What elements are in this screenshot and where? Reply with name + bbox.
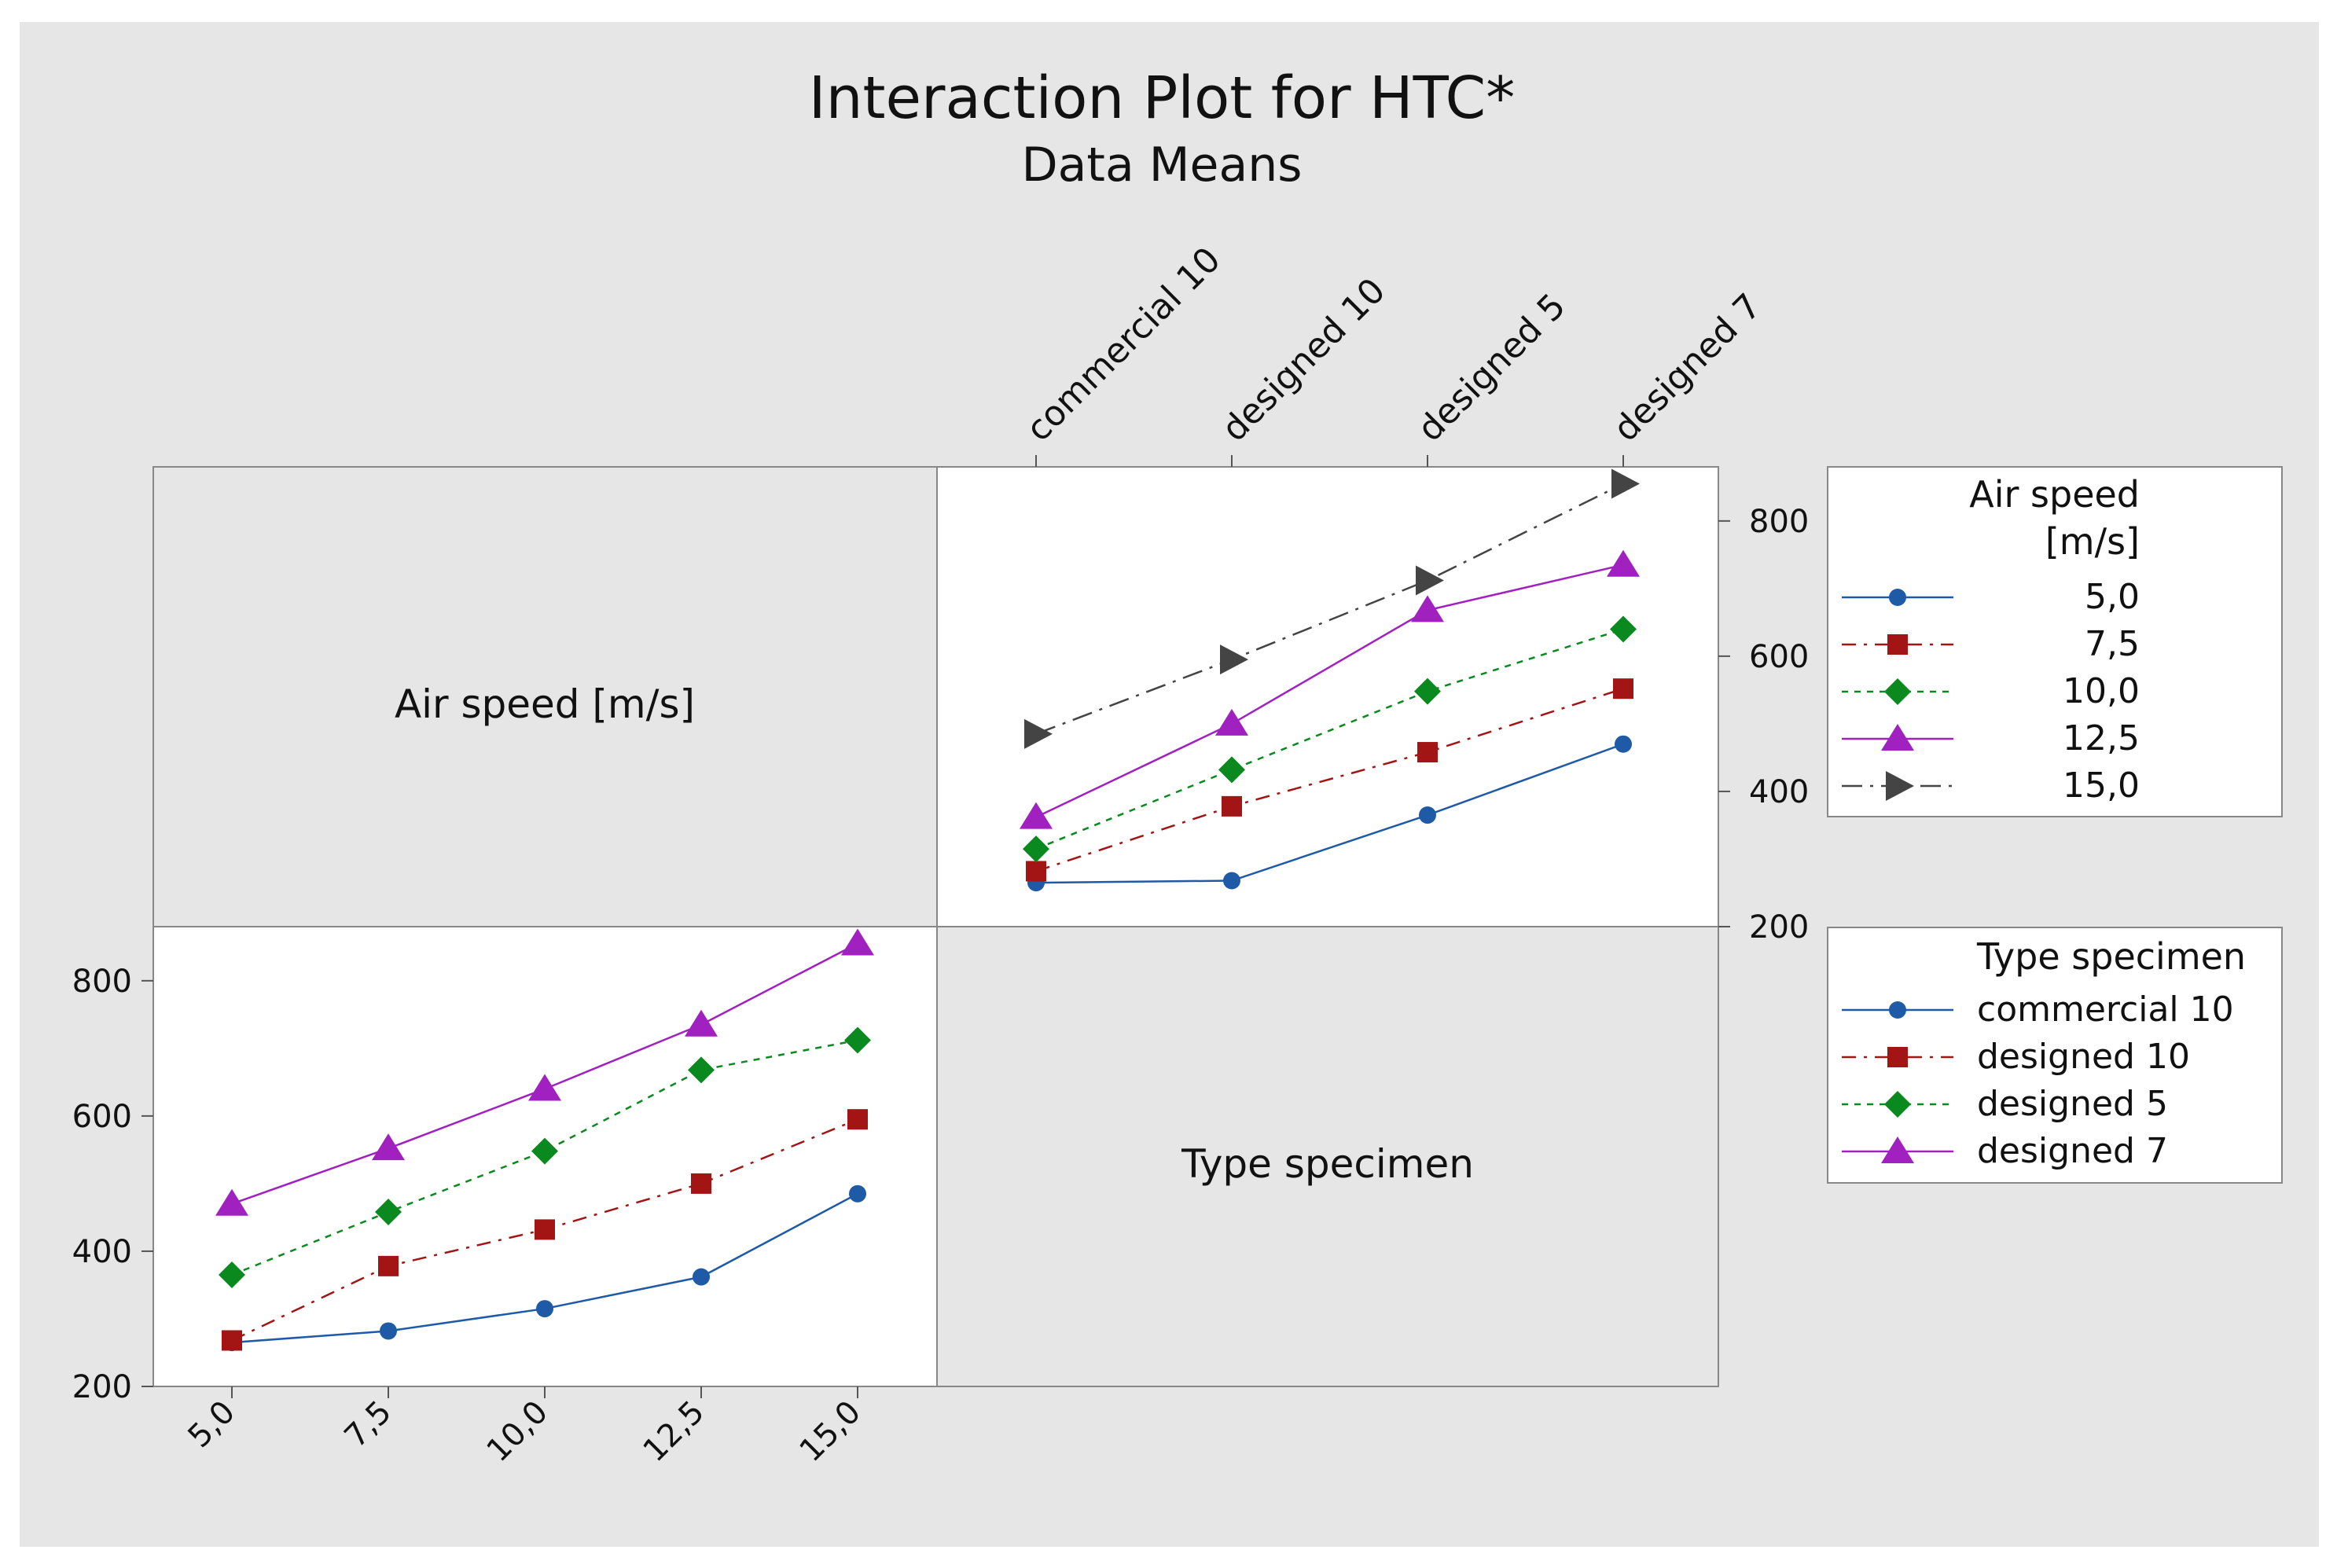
panel-top-right [936,466,1719,927]
top-right-series [1020,468,1640,892]
tr-point-15-0-commercial-10 [1024,718,1053,749]
bl-point-designed-10-7-5 [378,1255,399,1276]
bl-point-commercial-10-12-5 [693,1268,710,1286]
tr-series-line-12-5 [1035,564,1624,818]
bl-ytick-label-800: 800 [72,964,132,1000]
tr-point-15-0-designed-7 [1611,468,1640,499]
tr-point-5-0-designed-10 [1223,872,1240,890]
tr-point-7-5-commercial-10 [1026,861,1046,882]
bl-point-designed-7-7-5 [372,1133,405,1161]
tr-series-line-15-0 [1035,483,1624,735]
tr-point-12-5-commercial-10 [1020,802,1053,829]
legend-air-speed-label-7-5: 7,5 [2085,624,2140,664]
legend-type-specimen-items: commercial 10 designed 10 designed 5 design… [1842,990,2234,1171]
legend-air-speed-label-10-0: 10,0 [2063,671,2140,711]
legend-air-speed-marker-5-0 [1889,589,1906,606]
tr-point-10-0-designed-7 [1610,615,1637,643]
bl-point-designed-10-5-0 [222,1330,242,1351]
panel-diagonal-air-speed [152,466,938,927]
bl-point-designed-10-15-0 [847,1109,868,1130]
bl-point-designed-5-7-5 [375,1199,402,1226]
tr-series-line-7-5 [1035,687,1624,872]
legend-air-speed-label-5-0: 5,0 [2085,577,2140,617]
tr-point-10-0-designed-5 [1414,678,1441,705]
legend-air-speed-title-1: Air speed [1969,473,2140,516]
bl-ytick-label-200: 200 [72,1369,132,1405]
legend-type-specimen-marker-commercial-10 [1889,1001,1906,1019]
legend-air-speed-marker-7-5 [1887,634,1908,655]
bottom-left-series [215,928,874,1352]
bl-ytick-label-400: 400 [72,1234,132,1270]
bl-point-commercial-10-7-5 [380,1322,397,1340]
tr-ytick-label-800: 800 [1749,504,1809,540]
tr-point-12-5-designed-7 [1607,549,1640,577]
legend-type-specimen-marker-designed-5 [1884,1091,1911,1118]
bl-point-designed-7-12-5 [685,1009,718,1037]
legend-air-speed-items: 5,0 7,5 10,0 12,5 15,0 [1842,577,2140,806]
tr-point-10-0-designed-10 [1218,756,1245,784]
bl-point-designed-10-10-0 [535,1219,555,1240]
legend-air-speed-marker-10-0 [1884,678,1911,705]
bl-ytick-label-600: 600 [72,1099,132,1135]
bl-point-commercial-10-15-0 [849,1184,866,1203]
bl-point-designed-10-12-5 [691,1173,711,1194]
tr-ytick-label-600: 600 [1749,639,1809,675]
tr-point-10-0-commercial-10 [1023,835,1049,863]
tr-series-line-5-0 [1035,743,1624,884]
bl-point-designed-5-5-0 [219,1261,245,1289]
tr-point-5-0-designed-7 [1615,735,1632,753]
bl-point-designed-7-5-0 [215,1188,248,1216]
legend-type-specimen: Type specimen commercial 10 designed 10 de… [1827,927,2283,1184]
legend-type-specimen-marker-designed-7 [1881,1137,1914,1163]
tr-point-12-5-designed-5 [1411,595,1444,622]
tr-point-15-0-designed-10 [1220,644,1248,675]
bl-point-designed-7-10-0 [528,1074,561,1101]
legend-type-specimen-label-designed-10: designed 10 [1977,1037,2190,1077]
chart-title: Interaction Plot for HTC* [809,64,1515,132]
tr-point-7-5-designed-10 [1222,795,1242,817]
bl-point-designed-5-15-0 [844,1026,871,1054]
bl-point-designed-5-12-5 [688,1056,715,1084]
legend-type-specimen-label-commercial-10: commercial 10 [1977,990,2234,1030]
chart-subtitle: Data Means [1021,138,1302,193]
legend-type-specimen-label-designed-5: designed 5 [1977,1084,2168,1124]
tr-ytick-label-200: 200 [1749,909,1809,946]
legend-air-speed-label-12-5: 12,5 [2063,718,2140,758]
legend-air-speed-label-15-0: 15,0 [2063,766,2140,806]
bl-point-designed-7-15-0 [841,928,874,956]
legend-type-specimen-marker-designed-10 [1887,1047,1908,1067]
legend-type-specimen-label-designed-7: designed 7 [1977,1131,2168,1171]
bl-point-designed-5-10-0 [531,1137,558,1165]
tr-point-15-0-designed-5 [1416,565,1444,596]
legend-air-speed: Air speed [m/s] 5,0 7,5 10,0 12,5 15,0 [1827,466,2283,817]
diag-label-type-specimen: Type specimen [1181,1141,1474,1187]
tr-point-12-5-designed-10 [1215,708,1248,736]
diag-label-air-speed: Air speed [m/s] [395,681,695,727]
legend-type-specimen-title: Type specimen [1976,935,2246,978]
bl-point-commercial-10-10-0 [536,1300,553,1318]
tr-point-5-0-designed-5 [1419,806,1436,824]
tr-point-7-5-designed-7 [1613,678,1633,700]
tr-ytick-label-400: 400 [1749,774,1809,810]
legend-air-speed-marker-12-5 [1881,724,1914,751]
legend-air-speed-marker-15-0 [1886,771,1914,801]
tr-point-7-5-designed-5 [1417,742,1438,763]
tr-series-line-10-0 [1035,628,1624,850]
legend-air-speed-title-2: [m/s] [2045,520,2140,563]
